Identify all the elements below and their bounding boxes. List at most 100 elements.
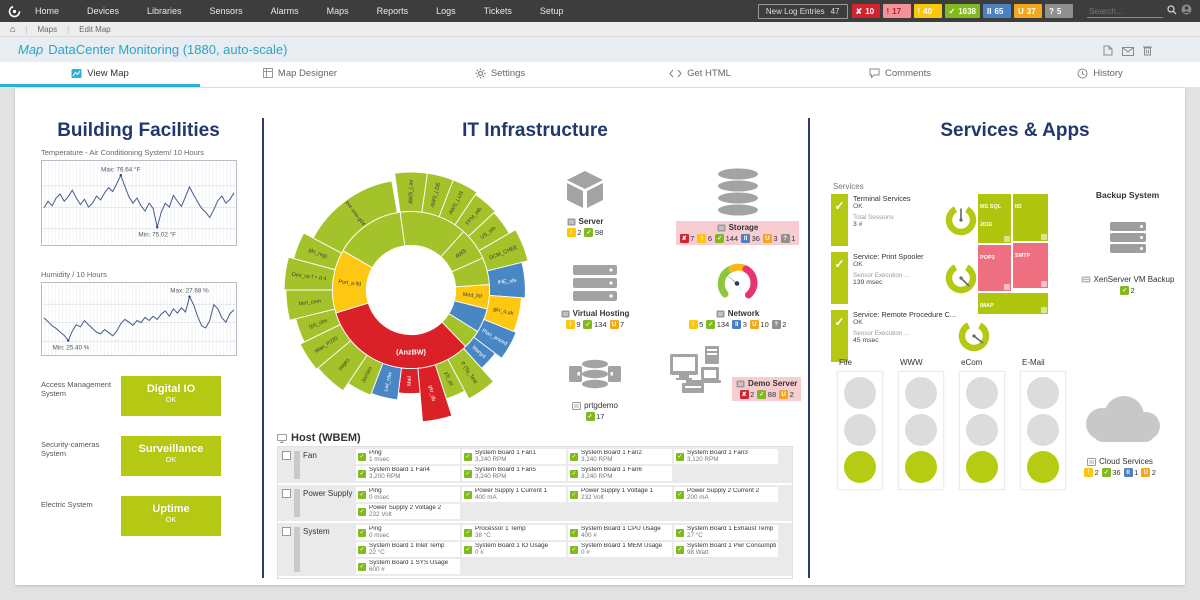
service-terminal-services[interactable]: ✓ Terminal Services OK Total Sessions 3 … xyxy=(831,194,979,246)
top-badge-warning[interactable]: ! 40 xyxy=(913,4,942,18)
sensor-badge-unknown[interactable]: ? 2 xyxy=(771,320,786,329)
traffic-light-box[interactable] xyxy=(959,371,1005,490)
sensor-cell[interactable]: ✓ System Board 1 Inlet Temp 22 °C xyxy=(356,542,460,557)
map-object-digital-io[interactable]: Digital IO OK xyxy=(121,376,221,416)
map-object-uptime[interactable]: Uptime OK xyxy=(121,496,221,536)
nav-item-tickets[interactable]: Tickets xyxy=(483,6,512,16)
traffic-light-box[interactable] xyxy=(837,371,883,490)
sensor-badge-unknown[interactable]: ? 1 xyxy=(780,234,795,243)
drag-handle[interactable] xyxy=(294,527,300,572)
top-badge-up[interactable]: ✓ 1638 xyxy=(944,4,980,18)
top-badge-unknown[interactable]: ? 5 xyxy=(1045,4,1073,18)
new-log-entries-button[interactable]: New Log Entries 47 xyxy=(757,3,848,19)
map-device-storage[interactable]: Storage ✘ 7! 6 ✓ 144 II 36 U 3? 1 xyxy=(670,166,805,245)
report-icon[interactable] xyxy=(1103,43,1113,61)
sensor-badge-up[interactable]: ✓ 134 xyxy=(583,320,607,329)
sensor-badge-down[interactable]: ✘ 2 xyxy=(739,390,755,399)
sensor-badge-down[interactable]: ✘ 7 xyxy=(679,234,695,243)
tab-comments[interactable]: Comments xyxy=(800,62,1000,87)
sunburst-segment[interactable] xyxy=(312,180,398,254)
prtg-logo-icon[interactable] xyxy=(8,5,21,18)
sensor-cell[interactable]: ✓ System Board 1 Fan5 3,240 RPM xyxy=(462,466,566,481)
checkbox[interactable] xyxy=(282,451,291,460)
sensor-badge-up[interactable]: ✓ 144 xyxy=(715,234,739,243)
service-print-spooler[interactable]: ✓ Service: Print Spooler OK Sensor Execu… xyxy=(831,252,979,304)
top-badge-paused[interactable]: II 65 xyxy=(983,4,1011,18)
drag-handle[interactable] xyxy=(294,451,300,479)
nav-item-sensors[interactable]: Sensors xyxy=(209,6,243,16)
sensor-badge-warning[interactable]: ! 2 xyxy=(566,228,581,237)
sensor-cell[interactable]: ✓ Ping 1 msec xyxy=(356,449,460,464)
home-icon[interactable]: ⌂ xyxy=(10,24,16,34)
top-badge-unusual[interactable]: U 37 xyxy=(1014,4,1042,18)
sensor-cell[interactable]: ✓ System Board 1 MEM Usage 0 # xyxy=(568,542,672,557)
treemap-tile-iis[interactable]: IIS xyxy=(1013,194,1048,241)
search-icon[interactable] xyxy=(1167,2,1177,20)
nav-item-maps[interactable]: Maps xyxy=(326,6,349,16)
top-badge-down[interactable]: ✘ 10 xyxy=(851,4,880,18)
map-device-prtgdemo[interactable]: prtgdemo ✓ 17 xyxy=(540,354,650,421)
sensor-badge-up[interactable]: ✓ 98 xyxy=(584,228,604,237)
nav-item-libraries[interactable]: Libraries xyxy=(147,6,182,16)
search-input[interactable] xyxy=(1087,4,1163,18)
sensor-badge-unusual[interactable]: U 10 xyxy=(749,320,769,329)
tab-settings[interactable]: Settings xyxy=(400,62,600,87)
map-device-virtual-hosting[interactable]: Virtual Hosting ! 9 ✓ 134 U 7 xyxy=(540,264,650,329)
nav-item-logs[interactable]: Logs xyxy=(436,6,456,16)
sensor-cell[interactable]: ✓ System Board 1 Fan2 3,240 RPM xyxy=(568,449,672,464)
traffic-light-box[interactable] xyxy=(1020,371,1066,490)
sensor-cell[interactable]: ✓ System Board 1 CPU Usage 400 # xyxy=(568,525,672,540)
email-icon[interactable] xyxy=(1122,43,1134,61)
nav-item-alarms[interactable]: Alarms xyxy=(270,6,299,16)
sensor-cell[interactable]: ✓ Power Supply 2 Current 2 200 mA xyxy=(674,487,778,502)
sensor-cell[interactable]: ✓ System Board 1 Pwr Consumption 98 Watt xyxy=(674,542,778,557)
sensor-cell[interactable]: ✓ System Board 1 SYS Usage 600 # xyxy=(356,559,460,574)
sensor-cell[interactable]: ✓ System Board 1 Fan3 3,120 RPM xyxy=(674,449,778,464)
treemap-tile-pop3[interactable]: POP3 xyxy=(978,245,1011,291)
map-object-surveillance[interactable]: Surveillance OK xyxy=(121,436,221,476)
tab-map-designer[interactable]: Map Designer xyxy=(200,62,400,87)
sensor-cell[interactable]: ✓ Ping 0 msec xyxy=(356,487,460,502)
nav-item-home[interactable]: Home xyxy=(35,6,60,16)
sensor-badge-up[interactable]: ✓ 36 xyxy=(1101,468,1121,477)
nav-item-devices[interactable]: Devices xyxy=(87,6,120,16)
sensor-cell[interactable]: ✓ System Board 1 Fan6 3,240 RPM xyxy=(568,466,672,481)
user-icon[interactable] xyxy=(1181,2,1192,20)
sensor-cell[interactable]: ✓ Power Supply 1 Voltage 1 232 Volt xyxy=(568,487,672,502)
sensor-badge-warning[interactable]: ! 5 xyxy=(688,320,703,329)
top-badge-downack[interactable]: ! 17 xyxy=(882,4,911,18)
traffic-light-box[interactable] xyxy=(898,371,944,490)
tab-history[interactable]: History xyxy=(1000,62,1200,87)
service-remote-procedure[interactable]: ✓ Service: Remote Procedure C... OK Sens… xyxy=(831,310,990,362)
map-device-server[interactable]: Server ! 2 ✓ 98 xyxy=(535,168,635,237)
sensor-badge-warning[interactable]: ! 9 xyxy=(565,320,580,329)
sensor-cell[interactable]: ✓ Power Supply 1 Current 1 400 mA xyxy=(462,487,566,502)
humidity-line-chart[interactable]: Max: 27.68 % Min: 25.40 % xyxy=(41,282,237,356)
breadcrumb-maps[interactable]: Maps xyxy=(37,24,58,34)
breadcrumb-edit-map[interactable]: Edit Map xyxy=(79,24,111,34)
sensor-cell[interactable]: ✓ System Board 1 IO Usage 0 # xyxy=(462,542,566,557)
drag-handle[interactable] xyxy=(294,489,300,517)
sensor-cell[interactable]: ✓ System Board 1 Fan4 3,200 RPM xyxy=(356,466,460,481)
sensor-badge-up[interactable]: ✓ 88 xyxy=(757,390,777,399)
host-wbem-header[interactable]: Host (WBEM) xyxy=(277,432,361,444)
sensor-cell[interactable]: ✓ Processor 1 Temp 38 °C xyxy=(462,525,566,540)
sensor-badge-warning[interactable]: ! 2 xyxy=(1084,468,1099,477)
checkbox[interactable] xyxy=(282,527,291,536)
sensor-badge-up[interactable]: ✓ 17 xyxy=(585,412,605,421)
sensor-cell[interactable]: ✓ Ping 0 msec xyxy=(356,525,460,540)
nav-item-setup[interactable]: Setup xyxy=(539,6,564,16)
treemap-tile-imap[interactable]: IMAP xyxy=(978,293,1048,314)
sensor-cell[interactable]: ✓ System Board 1 Fan1 3,240 RPM xyxy=(462,449,566,464)
delete-icon[interactable] xyxy=(1143,43,1152,61)
map-device-network[interactable]: Network ! 5 ✓ 134 II 3 U 10? 2 xyxy=(680,260,795,329)
sensor-cell[interactable]: ✓ System Board 1 Exhaust Temp 27 °C xyxy=(674,525,778,540)
treemap-tile-smtp[interactable]: SMTP xyxy=(1013,243,1048,288)
tab-get-html[interactable]: Get HTML xyxy=(600,62,800,87)
sensor-badge-up[interactable]: ✓ 2 xyxy=(1120,286,1135,295)
